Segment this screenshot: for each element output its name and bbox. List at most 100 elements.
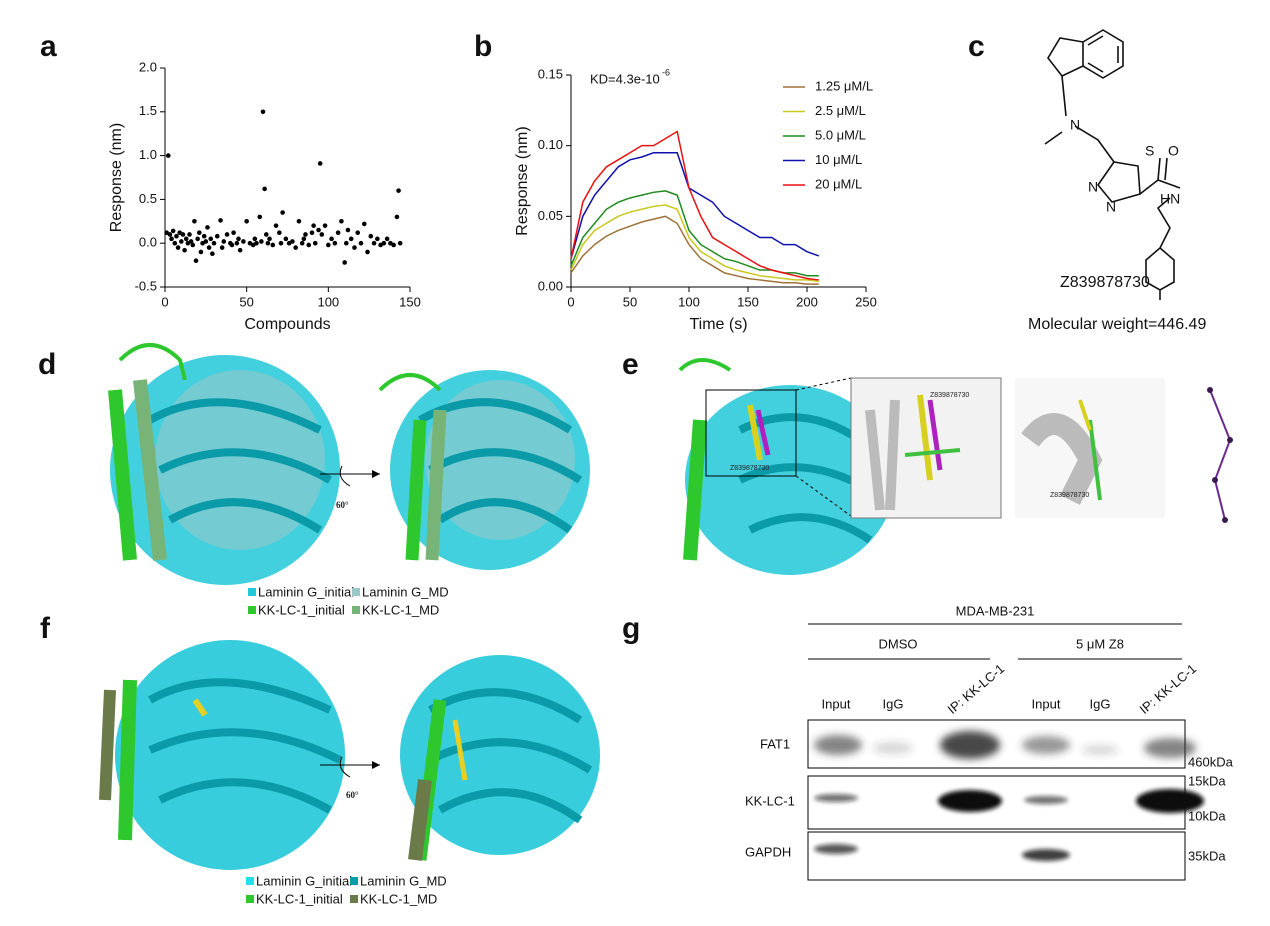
ligand-label: Z839878730 bbox=[730, 465, 769, 472]
annotation: KD=4.3e-10 bbox=[590, 71, 660, 86]
data-point bbox=[188, 239, 194, 244]
data-point bbox=[210, 251, 215, 257]
legend-label: 10 μM/L bbox=[815, 152, 862, 167]
y-tick-label: 0.5 bbox=[139, 191, 157, 206]
y-axis-label: Response (nm) bbox=[514, 126, 531, 235]
marker-label: 35kDa bbox=[1188, 848, 1226, 863]
data-point bbox=[344, 240, 349, 246]
panel-label: b bbox=[474, 30, 492, 63]
data-point bbox=[262, 186, 267, 192]
data-point bbox=[237, 247, 243, 253]
docking-view bbox=[678, 358, 1265, 575]
lane-label: IP: KK-LC-1 bbox=[944, 661, 1007, 717]
data-point bbox=[371, 240, 377, 246]
ligand-label: Z839878730 bbox=[930, 392, 969, 399]
atom: S bbox=[1145, 143, 1154, 159]
data-point bbox=[352, 245, 357, 250]
data-point bbox=[329, 236, 334, 242]
data-point bbox=[293, 245, 298, 250]
y-tick-label: 1.0 bbox=[139, 147, 157, 162]
panel-label: g bbox=[622, 612, 640, 645]
x-tick-label: 100 bbox=[678, 294, 700, 309]
data-point bbox=[396, 188, 401, 193]
data-point bbox=[332, 240, 338, 246]
data-point bbox=[231, 230, 236, 235]
data-point bbox=[397, 240, 403, 246]
data-point bbox=[183, 236, 189, 242]
data-point bbox=[278, 240, 284, 246]
y-tick-label: -0.5 bbox=[135, 278, 157, 293]
marker-label: 15kDa bbox=[1188, 773, 1226, 788]
data-point bbox=[277, 230, 282, 235]
panel-label: d bbox=[38, 348, 56, 381]
y-tick-label: 0.05 bbox=[538, 208, 563, 223]
lane-label: Input bbox=[1032, 696, 1061, 711]
data-point bbox=[174, 233, 179, 239]
atom: O bbox=[1168, 143, 1179, 159]
panel-label: e bbox=[622, 348, 639, 381]
bond bbox=[1047, 37, 1084, 77]
data-point bbox=[224, 232, 230, 237]
data-point bbox=[219, 245, 225, 250]
data-point bbox=[221, 239, 227, 244]
x-tick-label: 0 bbox=[567, 294, 574, 309]
rotation-label: 60° bbox=[336, 500, 349, 510]
y-axis-label: Response (nm) bbox=[108, 123, 125, 232]
data-point bbox=[309, 230, 315, 235]
series-line bbox=[570, 215, 819, 285]
data-point bbox=[180, 232, 186, 237]
legend: Laminin G_initial Laminin G_MD KK-LC-1_i… bbox=[246, 873, 447, 906]
data-point bbox=[322, 223, 328, 228]
data-point bbox=[316, 227, 321, 233]
ligand-label: Z839878730 bbox=[1050, 492, 1089, 499]
bond bbox=[1139, 157, 1181, 195]
legend-label: 1.25 μM/L bbox=[815, 78, 873, 93]
data-point bbox=[205, 225, 210, 230]
data-point bbox=[299, 240, 305, 246]
cell-line: MDA-MB-231 bbox=[956, 603, 1035, 618]
x-tick-label: 150 bbox=[737, 294, 759, 309]
data-point bbox=[306, 242, 312, 248]
y-tick-label: 1.5 bbox=[139, 103, 157, 118]
y-tick-label: 0.15 bbox=[538, 66, 563, 81]
data-point bbox=[201, 233, 207, 239]
bond bbox=[1044, 125, 1115, 163]
data-point bbox=[265, 240, 271, 246]
x-tick-label: 100 bbox=[317, 294, 339, 309]
data-point bbox=[182, 247, 187, 253]
group-label: DMSO bbox=[879, 636, 918, 651]
data-point bbox=[175, 245, 181, 250]
row-label: FAT1 bbox=[760, 736, 790, 751]
marker-label: 10kDa bbox=[1188, 808, 1226, 823]
series-line bbox=[570, 130, 819, 281]
data-point bbox=[192, 219, 197, 224]
legend-label: KK-LC-1_initial bbox=[258, 602, 345, 617]
data-point bbox=[214, 233, 220, 239]
legend-label: 20 μM/L bbox=[815, 176, 862, 191]
atom: N bbox=[1070, 117, 1080, 133]
atom: N bbox=[1088, 179, 1098, 195]
data-point bbox=[172, 240, 178, 246]
data-point bbox=[167, 232, 173, 237]
series-line bbox=[570, 204, 819, 283]
data-point bbox=[311, 223, 316, 228]
series-line bbox=[570, 151, 820, 259]
data-point bbox=[170, 228, 176, 234]
data-point bbox=[283, 236, 289, 242]
bond bbox=[1145, 197, 1175, 300]
panel-labels: a b c d e f g bbox=[38, 30, 985, 645]
annotation-exponent: -6 bbox=[662, 67, 670, 77]
legend-label: Laminin G_MD bbox=[362, 584, 449, 599]
group-label: 5 μM Z8 bbox=[1076, 636, 1124, 651]
data-point bbox=[190, 242, 196, 248]
legend-label: 2.5 μM/L bbox=[815, 103, 866, 118]
data-point bbox=[384, 236, 390, 242]
x-axis-label: Compounds bbox=[244, 316, 330, 333]
data-point bbox=[270, 242, 276, 248]
data-point bbox=[391, 242, 396, 248]
data-point bbox=[358, 240, 364, 246]
molecular-weight: Molecular weight=446.49 bbox=[1028, 316, 1206, 333]
y-tick-label: 0.0 bbox=[139, 235, 157, 250]
bond bbox=[1061, 75, 1067, 117]
